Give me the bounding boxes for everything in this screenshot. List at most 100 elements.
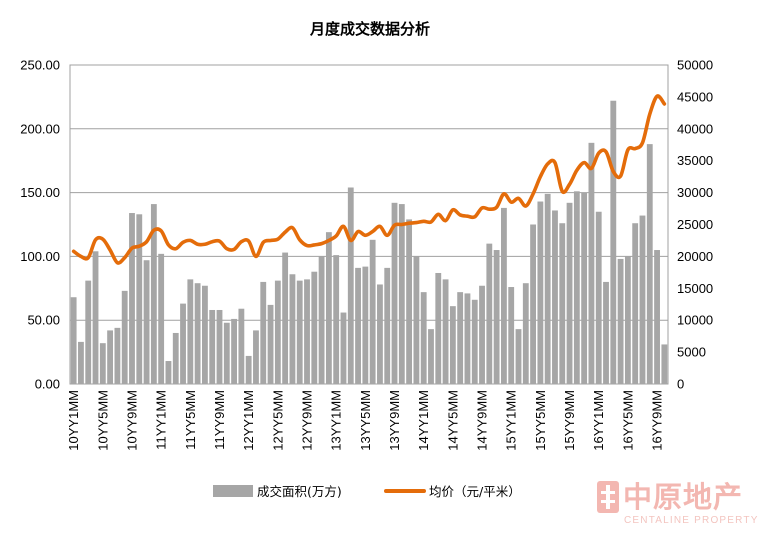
bar bbox=[70, 297, 77, 384]
bar bbox=[573, 191, 580, 384]
x-tick-label: 10YY9MM bbox=[124, 390, 139, 451]
y-right-tick-label: 15000 bbox=[677, 281, 713, 296]
bar bbox=[304, 279, 310, 384]
y-right-tick-label: 40000 bbox=[677, 121, 713, 136]
bar bbox=[347, 187, 354, 384]
bar bbox=[435, 272, 442, 384]
bar bbox=[296, 280, 303, 384]
bar bbox=[420, 292, 427, 384]
x-tick-label: 14YY9MM bbox=[475, 390, 490, 451]
bar bbox=[289, 274, 296, 384]
bar bbox=[245, 355, 252, 384]
legend: 成交面积(万方) 均价（元/平米） bbox=[213, 484, 521, 499]
bar bbox=[406, 219, 413, 384]
x-tick-label: 15YY1MM bbox=[504, 390, 519, 451]
bar bbox=[238, 308, 245, 384]
x-tick-label: 16YY5MM bbox=[620, 390, 635, 451]
bar bbox=[493, 250, 500, 384]
x-tick-label: 12YY1MM bbox=[241, 390, 256, 451]
bar bbox=[530, 224, 536, 384]
bar bbox=[136, 214, 143, 384]
y-right-tick-label: 20000 bbox=[677, 249, 713, 264]
x-tick-label: 14YY5MM bbox=[445, 390, 460, 451]
watermark-brand-cn: 中原地产 bbox=[623, 480, 743, 514]
x-tick-label: 13YY9MM bbox=[387, 390, 402, 451]
right-axis-ticks: 0 5000 10000 15000 20000 25000 30000 35000 40000… bbox=[677, 58, 713, 392]
bar bbox=[121, 290, 128, 384]
bar bbox=[661, 344, 668, 384]
y-left-tick-label: 0.00 bbox=[35, 377, 60, 392]
bar bbox=[143, 260, 150, 384]
bar bbox=[442, 279, 449, 384]
bar-series-area bbox=[70, 100, 668, 384]
bar bbox=[428, 329, 434, 384]
x-tick-label: 16YY1MM bbox=[591, 390, 606, 451]
bar bbox=[202, 285, 208, 384]
bar bbox=[216, 309, 223, 384]
bar bbox=[581, 192, 588, 384]
bar bbox=[479, 285, 485, 384]
y-left-tick-label: 200.00 bbox=[20, 121, 60, 136]
x-tick-label: 11YY1MM bbox=[154, 390, 169, 450]
bar bbox=[603, 281, 609, 384]
bar bbox=[231, 318, 237, 384]
y-right-tick-label: 25000 bbox=[677, 217, 713, 232]
bar bbox=[449, 306, 456, 384]
bar bbox=[646, 144, 653, 384]
bar bbox=[595, 211, 602, 384]
chart-title: 月度成交数据分析 bbox=[309, 20, 430, 38]
bar bbox=[355, 267, 361, 384]
bar bbox=[501, 207, 507, 384]
y-right-tick-label: 5000 bbox=[677, 345, 706, 360]
bar bbox=[333, 255, 340, 384]
x-tick-label: 11YY9MM bbox=[212, 390, 227, 450]
price-line bbox=[71, 94, 667, 265]
legend-swatch-area bbox=[213, 485, 253, 497]
bar bbox=[471, 299, 478, 384]
bar bbox=[391, 202, 398, 384]
centaline-watermark: 中原地产 CENTALINE PROPERTY bbox=[597, 480, 759, 526]
bar bbox=[180, 303, 186, 384]
bar bbox=[99, 343, 106, 384]
y-right-tick-label: 10000 bbox=[677, 313, 713, 328]
bar bbox=[624, 256, 631, 384]
bar bbox=[464, 293, 471, 384]
bar bbox=[129, 213, 135, 384]
bar bbox=[457, 292, 464, 384]
bar bbox=[92, 251, 99, 384]
left-axis-ticks: 0.00 50.00 100.00 150.00 200.00 250.00 bbox=[20, 58, 60, 392]
bar bbox=[588, 142, 595, 384]
bar bbox=[165, 361, 172, 384]
y-right-tick-label: 45000 bbox=[677, 89, 713, 104]
x-tick-label: 15YY9MM bbox=[562, 390, 577, 451]
bar bbox=[253, 330, 259, 384]
x-tick-label: 16YY9MM bbox=[650, 390, 665, 451]
centaline-logo-icon bbox=[597, 481, 619, 513]
bar bbox=[78, 341, 84, 384]
x-tick-label: 13YY5MM bbox=[358, 390, 373, 451]
bar bbox=[114, 327, 121, 384]
x-tick-label: 10YY1MM bbox=[66, 390, 81, 451]
bar bbox=[282, 252, 289, 384]
y-left-tick-label: 250.00 bbox=[20, 58, 60, 73]
x-tick-label: 12YY5MM bbox=[270, 390, 285, 451]
bar bbox=[85, 280, 92, 384]
watermark-brand-en: CENTALINE PROPERTY bbox=[624, 515, 759, 526]
x-tick-label: 12YY9MM bbox=[300, 390, 315, 451]
bar bbox=[654, 250, 660, 384]
bar bbox=[413, 256, 420, 384]
bar bbox=[537, 201, 544, 384]
bar bbox=[515, 329, 522, 384]
bar bbox=[362, 266, 369, 384]
bar bbox=[340, 312, 347, 384]
bar bbox=[260, 281, 267, 384]
bar bbox=[544, 193, 551, 384]
bar bbox=[267, 304, 274, 384]
bar bbox=[639, 215, 646, 384]
bar bbox=[223, 322, 230, 384]
y-left-tick-label: 50.00 bbox=[27, 313, 60, 328]
x-tick-label: 13YY1MM bbox=[329, 390, 344, 451]
bar bbox=[318, 256, 325, 384]
x-tick-label: 14YY1MM bbox=[416, 390, 431, 451]
